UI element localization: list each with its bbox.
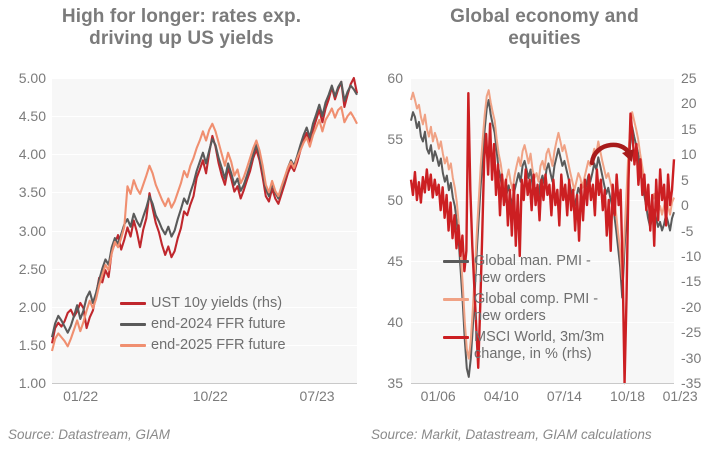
- y-axis-tick-label: 3.00: [18, 222, 46, 239]
- gridline: [52, 344, 357, 346]
- legend-item: Global man. PMI - new orders: [443, 253, 643, 287]
- x-axis-tick-label: 01/22: [63, 388, 99, 404]
- y-axis-tick-label: -10: [681, 247, 702, 264]
- gridline: [411, 139, 674, 140]
- gridline: [411, 261, 674, 262]
- legend-label: UST 10y yields (rhs): [151, 295, 283, 311]
- y-axis-tick-label: -30: [681, 349, 702, 366]
- legend-item: UST 10y yields (rhs): [120, 295, 355, 312]
- legend-label: Global man. PMI - new orders: [474, 253, 591, 286]
- y-axis-tick-label: 5.00: [18, 70, 46, 86]
- gridline: [52, 230, 357, 232]
- y-axis-tick-label: -5: [681, 222, 694, 239]
- legend-color-swatch: [443, 336, 469, 339]
- panel-right: Global economy and equities 35 40 45 50 55 60…: [363, 0, 726, 450]
- y-axis-tick-label: 15: [681, 120, 697, 137]
- legend-label: end-2024 FFR future: [151, 316, 286, 332]
- series-lines-left: [50, 76, 359, 352]
- series-lines-right: [409, 89, 676, 385]
- y-axis-tick-label: 20: [681, 95, 697, 112]
- y-axis-tick-label: 0: [681, 197, 689, 214]
- y-axis-tick-label: 1.00: [18, 375, 46, 391]
- series-line: [409, 92, 676, 385]
- y-axis-tick-label: 10: [681, 146, 697, 163]
- trend-arrow-icon: [589, 142, 634, 166]
- gridline: [411, 322, 674, 323]
- gridline: [52, 268, 357, 270]
- legend-right: Global man. PMI - new orders Global comp.…: [443, 253, 643, 367]
- y-axis-tick-label: 1.50: [18, 336, 46, 353]
- gridline: [411, 78, 674, 79]
- plot-area-right: [409, 78, 676, 385]
- y-axis-tick-label: -35: [681, 375, 702, 391]
- y-axis-tick-label: 25: [681, 70, 697, 86]
- x-axis-tick-label: 04/10: [483, 388, 519, 404]
- y-axis-tick-label: 40: [387, 314, 403, 330]
- y-axis-tick-label: -25: [681, 324, 702, 341]
- series-line: [50, 76, 359, 344]
- y-axis-tick-label: 55: [387, 131, 403, 147]
- legend-color-swatch: [120, 323, 146, 326]
- legend-color-swatch: [120, 302, 146, 305]
- legend-item: MSCI World, 3m/3m change, in % (rhs): [443, 329, 643, 363]
- y-axis-tick-label: 4.50: [18, 108, 46, 125]
- x-axis-tick-label: 01/23: [662, 388, 698, 404]
- panel-divider: [363, 0, 364, 450]
- gridline: [52, 306, 357, 308]
- legend-color-swatch: [443, 260, 469, 263]
- y-axis-tick-label: 45: [387, 253, 403, 269]
- y-axis-tick-label: 35: [387, 375, 403, 391]
- legend-left: UST 10y yields (rhs) end-2024 FFR future e…: [120, 295, 355, 358]
- legend-label: MSCI World, 3m/3m change, in % (rhs): [474, 329, 605, 362]
- gridline: [52, 192, 357, 194]
- gridline: [52, 116, 357, 118]
- y-axis-tick-label: 2.00: [18, 298, 46, 315]
- x-axis-tick-label: 10/22: [192, 388, 228, 404]
- x-axis-line-left: [52, 383, 357, 384]
- y-axis-tick-label: 4.00: [18, 146, 46, 163]
- x-axis-tick-label: 07/14: [546, 388, 582, 404]
- x-axis-tick-label: 10/18: [610, 388, 646, 404]
- x-axis-tick-label: 01/06: [420, 388, 456, 404]
- x-axis-line-right: [411, 383, 674, 384]
- source-note-left: Source: Datastream, GIAM: [8, 427, 171, 442]
- source-note-right: Source: Markit, Datastream, GIAM calcula…: [371, 427, 652, 442]
- legend-item: end-2024 FFR future: [120, 316, 355, 333]
- legend-label: Global comp. PMI - new orders: [474, 291, 599, 324]
- y-axis-tick-label: 60: [387, 70, 403, 86]
- y-axis-tick-label: 2.50: [18, 260, 46, 277]
- plot-area-left: [50, 76, 359, 384]
- legend-item: end-2025 FFR future: [120, 337, 355, 354]
- legend-color-swatch: [443, 298, 469, 301]
- chart-title-left: High for longer: rates exp. driving up U…: [61, 6, 302, 49]
- series-line: [50, 80, 358, 338]
- y-axis-tick-label: 5: [681, 171, 689, 188]
- legend-color-swatch: [120, 344, 146, 347]
- y-axis-tick-label: 3.50: [18, 184, 46, 201]
- series-line: [50, 105, 358, 352]
- y-axis-tick-label: -15: [681, 273, 702, 290]
- legend-item: Global comp. PMI - new orders: [443, 291, 643, 325]
- x-axis-tick-label: 07/23: [299, 388, 335, 404]
- panel-left: High for longer: rates exp. driving up U…: [8, 6, 359, 442]
- legend-label: end-2025 FFR future: [151, 337, 286, 353]
- y-axis-tick-label: 50: [387, 192, 403, 208]
- chart-title-right: Global economy and equities: [450, 6, 639, 49]
- gridline: [52, 78, 357, 79]
- y-axis-tick-label: -20: [681, 298, 702, 315]
